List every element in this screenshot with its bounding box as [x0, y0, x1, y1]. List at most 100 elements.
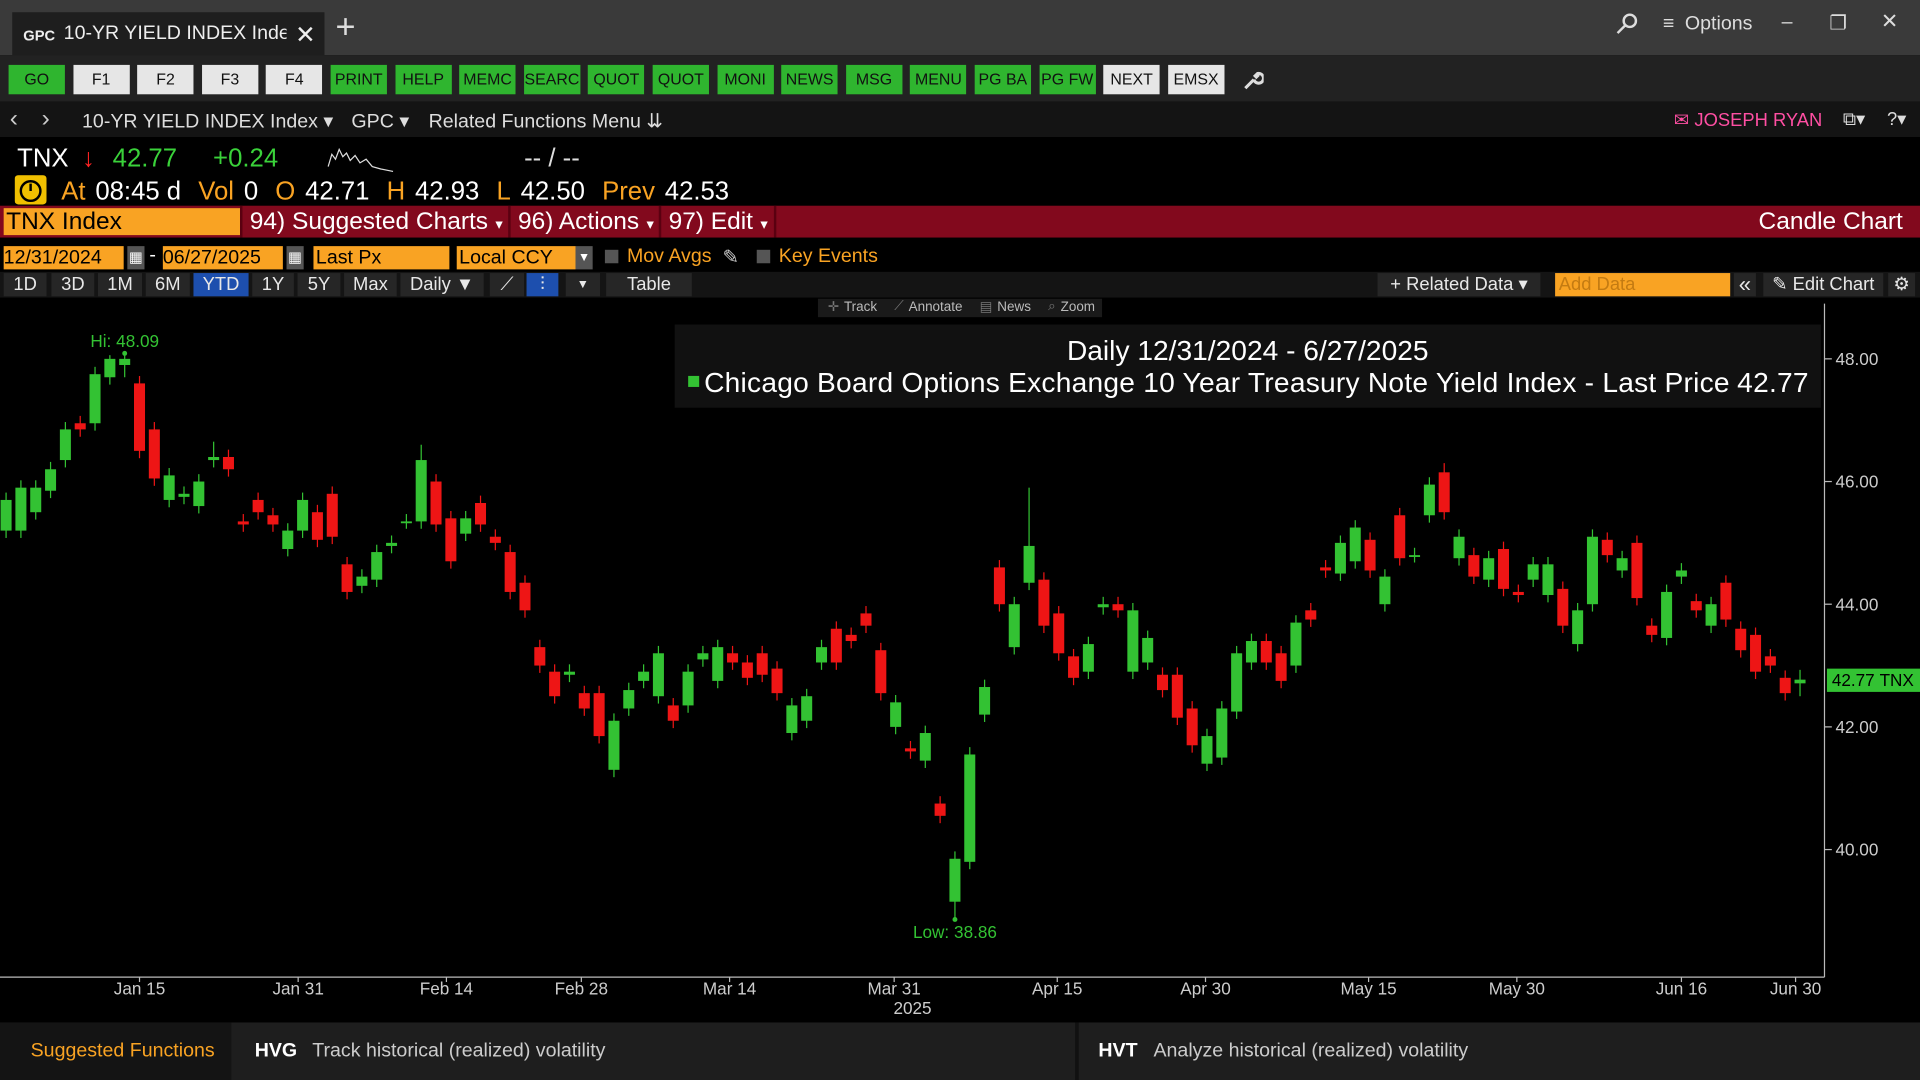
toolbar-button[interactable]: MSG — [845, 64, 903, 95]
options-icon[interactable]: ≡ — [1662, 13, 1675, 35]
candle-body — [815, 647, 828, 663]
wrench-icon[interactable] — [1242, 69, 1264, 91]
settings[interactable]: ⚙ — [1888, 273, 1916, 297]
range-button[interactable]: Max — [344, 273, 397, 297]
candle-icon[interactable]: ⫶ — [526, 273, 559, 297]
mov-avgs[interactable]: Mov Avgs — [626, 246, 712, 267]
search-icon[interactable] — [1614, 12, 1641, 36]
toolbar-button[interactable]: F1 — [72, 64, 130, 95]
range-button[interactable]: YTD — [193, 273, 249, 297]
toolbar-button[interactable]: MONI — [717, 64, 774, 95]
window-menu[interactable]: ⧉▾ — [1842, 108, 1866, 130]
restore[interactable]: ❐ — [1829, 13, 1847, 35]
chart-tool[interactable]: Zoom — [1060, 300, 1096, 315]
candle-body — [904, 748, 916, 752]
function-hvg[interactable]: HVG Track historical (realized) volatili… — [233, 1022, 1075, 1080]
toolbar-button[interactable]: MENU — [910, 64, 967, 95]
candle-body — [1690, 601, 1702, 611]
line-icon[interactable]: ⟋ — [489, 273, 525, 297]
toolbar-button[interactable]: PG BA — [974, 64, 1032, 95]
range-button[interactable]: 6M — [145, 273, 190, 297]
close[interactable]: ✕ — [1880, 9, 1899, 34]
candle-body — [356, 576, 368, 586]
edit-chart-label: Edit Chart — [1792, 274, 1875, 296]
menu[interactable]: 96) Actions ▾ — [518, 208, 654, 236]
bid-ask: -- / -- — [524, 144, 580, 173]
toolbar-button[interactable]: QUOT — [588, 64, 645, 95]
range-button[interactable]: 5Y — [297, 273, 341, 297]
security-field[interactable]: TNX Index — [3, 208, 241, 236]
function-hvt[interactable]: HVT Analyze historical (realized) volati… — [1079, 1022, 1920, 1080]
dropdown-icon[interactable]: ▼ — [575, 246, 593, 270]
related-data[interactable]: + Related Data ▾ — [1377, 273, 1541, 297]
chart-tool[interactable]: Track — [843, 300, 878, 315]
candle-body — [801, 696, 813, 721]
end-date[interactable]: 06/27/2025 — [162, 246, 283, 270]
source-menu[interactable]: GPC ▾ — [351, 111, 410, 133]
toolbar-button[interactable]: PG FW — [1039, 64, 1096, 95]
x-tick-label: Feb 28 — [555, 978, 608, 998]
toolbar-button[interactable]: GO — [8, 64, 65, 95]
toolbar-button[interactable]: MEMC — [459, 64, 516, 95]
candle-body — [1245, 641, 1257, 663]
minimize[interactable]: – — [1781, 12, 1793, 34]
user[interactable]: ✉ JOSEPH RYAN — [1673, 110, 1823, 132]
help-menu[interactable]: ?▾ — [1886, 108, 1907, 130]
toolbar-button[interactable]: PRINT — [330, 64, 387, 95]
related-menu[interactable]: Related Functions Menu ⇊ — [428, 111, 663, 133]
options[interactable]: Options — [1684, 13, 1753, 35]
toolbar-button[interactable]: F2 — [137, 64, 194, 95]
toolbar-button[interactable]: F3 — [201, 64, 259, 95]
calendar-icon[interactable]: ▦ — [286, 246, 304, 270]
toolbar-button[interactable]: QUOT — [652, 64, 709, 95]
menu[interactable]: 94) Suggested Charts ▾ — [250, 208, 503, 236]
ticker: TNX — [17, 144, 69, 173]
menu[interactable]: 97) Edit ▾ — [669, 208, 768, 236]
table-button[interactable]: Table — [606, 273, 692, 297]
toolbar-button[interactable]: SEARC — [523, 64, 581, 95]
candle-body — [1394, 515, 1406, 559]
tab[interactable]: GPC 10-YR YIELD INDEX Index ✕ — [12, 12, 325, 56]
toolbar-button[interactable]: HELP — [395, 64, 452, 95]
add-data[interactable]: Add Data — [1555, 273, 1731, 297]
toolbar-button[interactable]: EMSX — [1167, 64, 1225, 95]
forward[interactable]: › — [41, 105, 50, 133]
frequency[interactable]: Daily ▼ — [400, 273, 484, 297]
candle-body — [623, 690, 635, 709]
chart-tool[interactable]: News — [997, 300, 1032, 315]
new-tab[interactable]: + — [335, 7, 356, 46]
candle-body — [148, 429, 160, 479]
calendar-icon[interactable]: ▦ — [127, 246, 145, 270]
chart-dropdown[interactable]: ▼ — [565, 273, 601, 297]
hi-label-value: 48.09 — [116, 331, 159, 351]
checkbox[interactable] — [604, 249, 619, 264]
range-button[interactable]: 1D — [3, 273, 47, 297]
toolbar-button[interactable]: NEXT — [1103, 64, 1160, 95]
field-select[interactable]: Last Px — [313, 246, 450, 270]
range-button[interactable]: 3D — [51, 273, 95, 297]
tab-close[interactable]: ✕ — [295, 22, 316, 49]
stat-value: 42.53 — [664, 177, 730, 206]
pencil-icon[interactable]: ✎ — [722, 247, 739, 269]
range-button[interactable]: 1M — [97, 273, 143, 297]
candle-body — [1497, 549, 1510, 589]
start-date[interactable]: 12/31/2024 — [3, 246, 124, 270]
currency-select[interactable]: Local CCY — [456, 246, 576, 270]
key-events[interactable]: Key Events — [778, 246, 878, 267]
collapse[interactable]: « — [1733, 272, 1756, 297]
menu-caret: ▾ — [646, 215, 654, 233]
toolbar-button[interactable]: F4 — [266, 64, 323, 95]
checkbox[interactable] — [756, 249, 771, 264]
range-button[interactable]: 1Y — [252, 273, 294, 297]
back[interactable]: ‹ — [9, 105, 18, 133]
edit-chart[interactable]: ✎ Edit Chart — [1763, 273, 1884, 297]
chart-tool[interactable]: Annotate — [908, 300, 963, 315]
candle-body — [1186, 708, 1198, 746]
toolbar-button[interactable]: NEWS — [781, 64, 838, 95]
candle-body — [237, 521, 249, 525]
security-menu[interactable]: 10-YR YIELD INDEX Index ▾ — [82, 111, 334, 133]
candle-body — [1349, 527, 1361, 562]
low-label-text: Low: — [913, 922, 949, 942]
candle-body — [1438, 472, 1450, 513]
